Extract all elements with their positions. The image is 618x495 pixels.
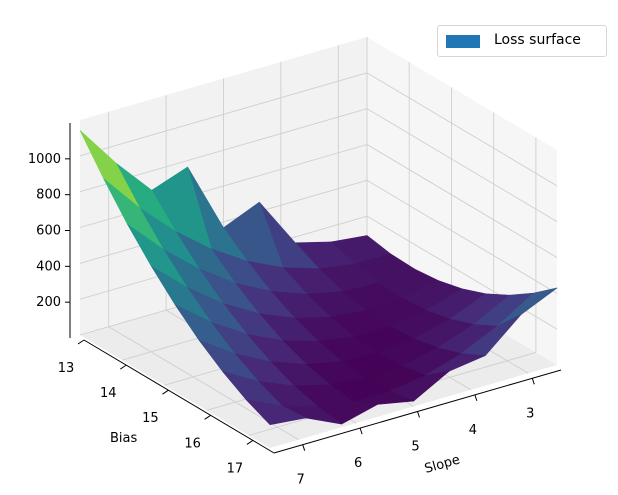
y-tick-label: 13 — [58, 361, 75, 376]
grid-line-z — [366, 108, 558, 223]
z-tick-label: 200 — [36, 295, 61, 310]
grid-line-z — [366, 72, 558, 187]
legend-swatch — [446, 35, 480, 48]
y-tick-label: 16 — [184, 436, 201, 451]
x-tick-label: 6 — [354, 456, 362, 471]
z-tick-label: 400 — [36, 259, 61, 274]
y-tick-mark — [77, 339, 85, 345]
y-tick-mark — [204, 414, 211, 420]
x-tick-mark — [302, 444, 306, 451]
legend: Loss surface — [437, 25, 607, 57]
z-tick-label: 600 — [36, 224, 61, 239]
surface-mesh — [79, 130, 558, 426]
y-tick-mark — [119, 364, 127, 370]
x-tick-mark — [359, 427, 363, 435]
y-tick-label: 14 — [100, 386, 117, 401]
grid-line-z — [79, 72, 368, 157]
y-tick-mark — [162, 389, 169, 395]
x-tick-label: 7 — [297, 473, 305, 488]
legend-label: Loss surface — [494, 32, 581, 48]
y-axis-label: Bias — [110, 431, 137, 446]
tick-labels: 200 400 600 800 1000 13 14 15 16 17 3 4 5 6 7 — [28, 152, 535, 488]
y-tick-label: 17 — [227, 461, 244, 476]
grid-line-z — [366, 144, 558, 258]
x-tick-mark — [531, 378, 535, 385]
x-tick-mark — [417, 411, 420, 418]
x-axis-label: Slope — [423, 452, 462, 476]
y-tick-label: 15 — [142, 411, 159, 426]
y-axis-line — [83, 339, 275, 454]
x-tick-label: 3 — [526, 406, 534, 421]
grid-line-z — [366, 179, 558, 294]
x-tick-label: 5 — [411, 440, 419, 455]
z-tick-label: 800 — [36, 188, 61, 203]
y-tick-mark — [246, 440, 254, 445]
x-tick-label: 4 — [469, 423, 477, 438]
x-tick-mark — [474, 394, 478, 402]
grid-line-z — [79, 179, 368, 264]
surface-facet — [245, 399, 307, 426]
z-tick-label: 1000 — [28, 152, 61, 167]
